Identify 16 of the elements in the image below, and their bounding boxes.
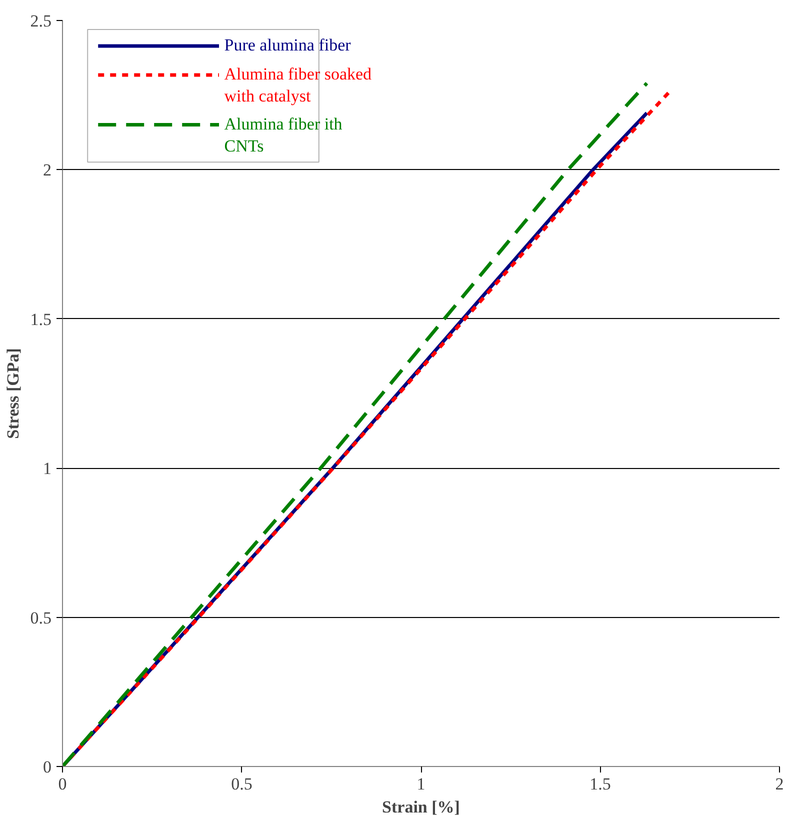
y-axis-title: Stress [GPa] [3, 348, 22, 439]
x-tick-label: 1 [416, 774, 426, 794]
text: Alumina fiber soaked with catalyst [224, 64, 372, 106]
y-tick-label: 1 [43, 459, 52, 478]
x-tick-label: 1.5 [590, 774, 611, 794]
y-tick-label: 1.5 [30, 310, 52, 329]
y-tick-label: 2.5 [30, 12, 52, 30]
x-tick-label: 2 [775, 774, 784, 794]
x-tick-label: 0.5 [231, 774, 252, 794]
y-tick-label: 0 [43, 758, 52, 776]
x-axis-title: Strain [%] [382, 798, 460, 816]
text: Alumina fiber ith CNTs [224, 114, 343, 156]
y-tick-label: 0.5 [30, 608, 52, 628]
text: Pure alumina fiber [224, 36, 352, 55]
x-tick-label: 0 [58, 774, 67, 794]
y-tick-label: 2 [43, 160, 52, 180]
